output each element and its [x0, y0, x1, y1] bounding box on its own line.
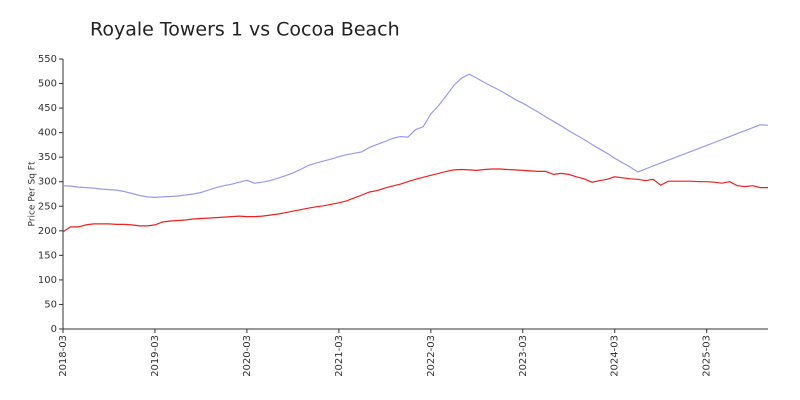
x-tick-label: 2019-03 [150, 335, 161, 377]
y-tick-label: 250 [38, 201, 57, 212]
series-line [62, 73, 769, 199]
x-tick-label: 2024-03 [610, 335, 621, 377]
y-tick-label: 100 [38, 275, 57, 286]
y-tick-label: 350 [38, 152, 57, 163]
y-tick-label: 550 [38, 54, 57, 65]
chart-title: Royale Towers 1 vs Cocoa Beach [90, 19, 400, 41]
x-tick-label: 2021-03 [334, 335, 345, 377]
x-tick-label: 2022-03 [426, 335, 437, 377]
x-tick-label: 2020-03 [242, 335, 253, 377]
y-tick-label: 450 [38, 103, 57, 114]
y-tick-label: 150 [38, 250, 57, 261]
y-tick-label: 200 [38, 226, 57, 237]
y-tick-label: 300 [38, 177, 57, 188]
series-line [62, 168, 768, 233]
y-tick-label: 400 [38, 128, 57, 139]
x-tick-label: 2025-03 [702, 335, 713, 377]
x-tick-label: 2018-03 [58, 335, 69, 377]
y-tick-label: 500 [38, 79, 57, 90]
y-axis-label: Price Per Sq Ft [28, 161, 38, 226]
y-tick-label: 0 [51, 324, 57, 335]
x-tick-label: 2023-03 [518, 335, 529, 377]
y-tick-label: 50 [44, 299, 57, 310]
